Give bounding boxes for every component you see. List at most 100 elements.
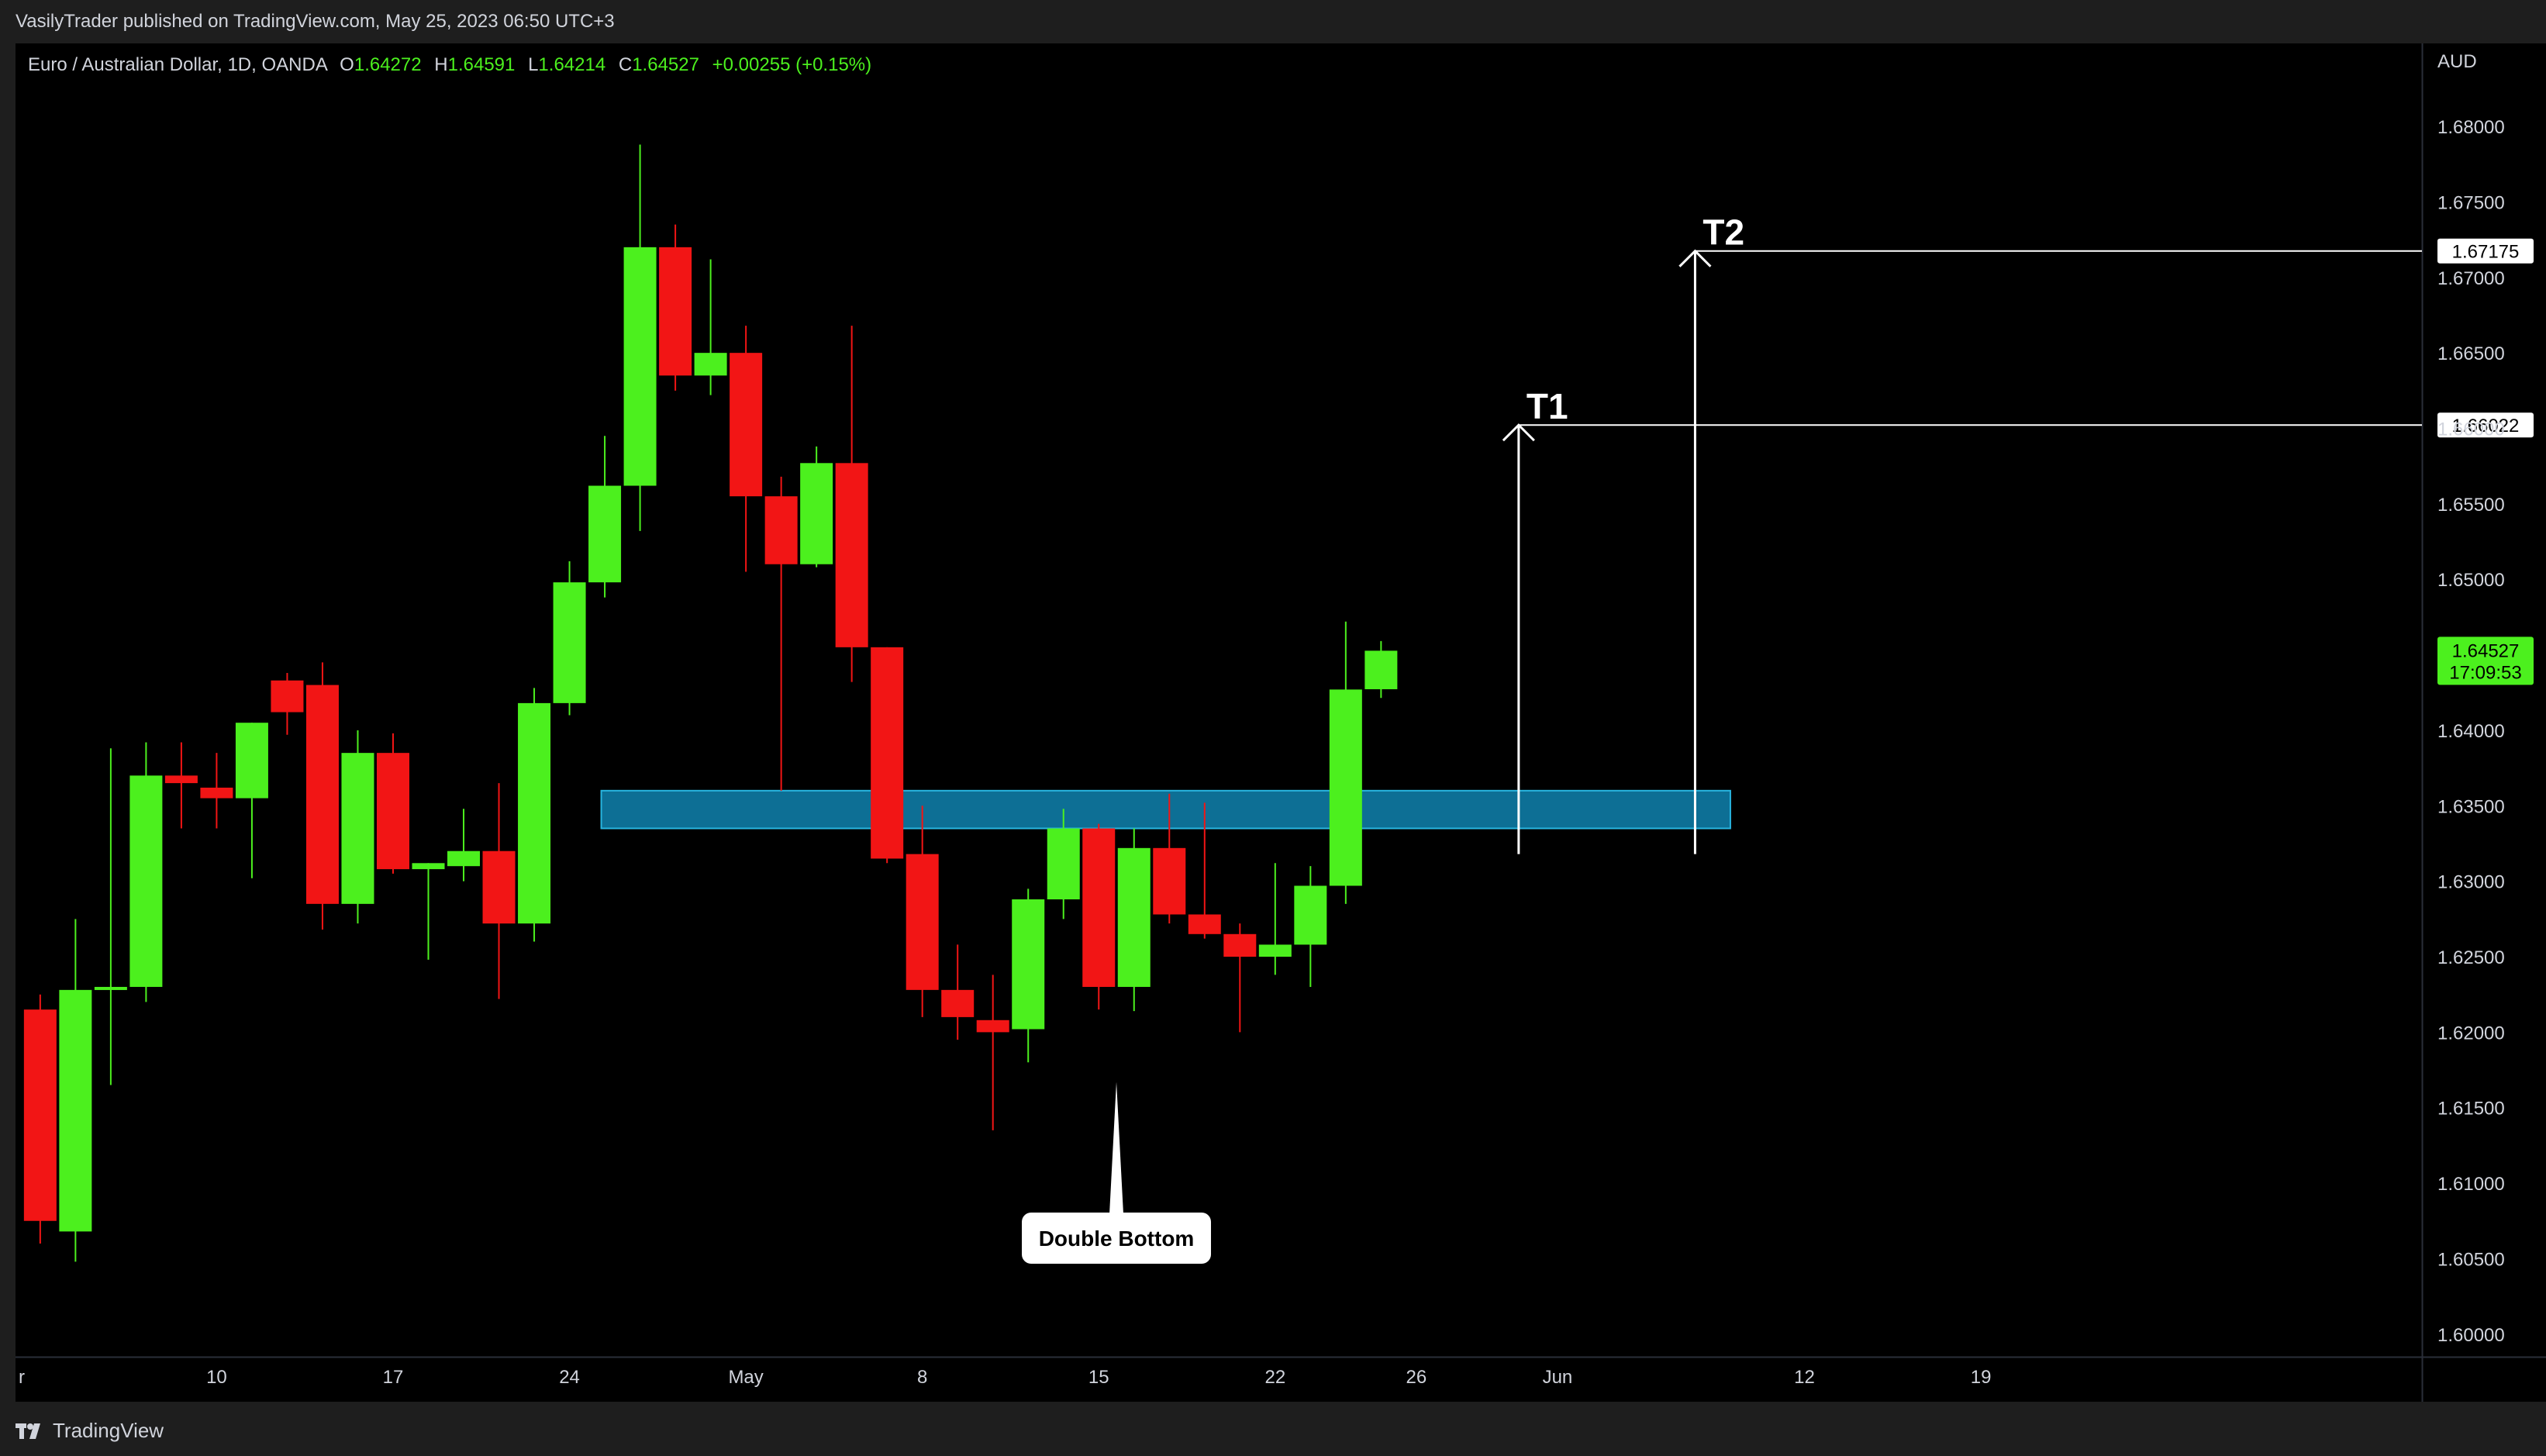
time-tick-label: 15 xyxy=(1088,1367,1109,1388)
price-tick-label: 1.64000 xyxy=(2437,721,2505,742)
candle[interactable] xyxy=(482,783,516,999)
candle-body xyxy=(376,753,409,870)
candle-body xyxy=(871,647,904,859)
candle[interactable] xyxy=(730,326,763,572)
candle[interactable] xyxy=(518,688,551,942)
symbol-legend: Euro / Australian Dollar, 1D, OANDA O1.6… xyxy=(28,54,871,76)
candle[interactable] xyxy=(1188,802,1221,939)
candle[interactable] xyxy=(553,561,586,716)
candle-body xyxy=(588,485,622,583)
candle-body xyxy=(1153,847,1186,915)
candle[interactable] xyxy=(94,748,127,1085)
candle-body xyxy=(1364,650,1398,689)
candle-body xyxy=(482,850,516,924)
price-tick-label: 1.61000 xyxy=(2437,1174,2505,1195)
price-tick-label: 1.62000 xyxy=(2437,1023,2505,1044)
candle[interactable] xyxy=(164,742,198,829)
time-tick-label: 26 xyxy=(1406,1367,1427,1388)
candle[interactable] xyxy=(1047,809,1080,919)
price-tick-label: 1.60500 xyxy=(2437,1249,2505,1270)
time-tick-label: r xyxy=(19,1367,25,1388)
price-tick-label: 1.66500 xyxy=(2437,343,2505,364)
candle[interactable] xyxy=(23,994,57,1244)
candle-body xyxy=(1082,828,1116,987)
candle-body xyxy=(694,353,727,376)
candle-body xyxy=(1047,828,1080,900)
time-tick-label: 10 xyxy=(206,1367,227,1388)
candle[interactable] xyxy=(412,863,445,960)
price-tick-label: 1.65000 xyxy=(2437,570,2505,591)
candle[interactable] xyxy=(200,753,233,829)
candle[interactable] xyxy=(1153,793,1186,924)
low-label: L xyxy=(528,54,539,75)
candle[interactable] xyxy=(235,723,268,878)
price-tick-label: 1.63000 xyxy=(2437,872,2505,893)
candle-body xyxy=(341,753,374,904)
price-tick-label: 1.68000 xyxy=(2437,117,2505,138)
candle[interactable] xyxy=(1223,923,1257,1033)
candle[interactable] xyxy=(623,144,657,531)
price-tick-label: 1.62500 xyxy=(2437,947,2505,968)
candle[interactable] xyxy=(271,672,304,735)
candle-body xyxy=(1258,944,1292,957)
callout-pointer xyxy=(1109,1082,1124,1214)
target-label: T1 xyxy=(1527,386,1568,426)
candle[interactable] xyxy=(129,742,163,1002)
candle-body xyxy=(835,463,868,647)
candle-body xyxy=(447,850,481,867)
time-tick-label: Jun xyxy=(1543,1367,1573,1388)
candle-body xyxy=(200,787,233,799)
time-tick-label: 24 xyxy=(559,1367,580,1388)
candle[interactable] xyxy=(376,733,409,874)
candle[interactable] xyxy=(59,919,92,1262)
candle[interactable] xyxy=(906,806,939,1017)
candle-body xyxy=(1117,847,1151,987)
candle-body xyxy=(659,247,692,376)
demand-zone xyxy=(600,789,1731,830)
candlestick-chart[interactable]: T1 1.66022 T2 1.67175 1.60000 1.60500 1.61000 1… xyxy=(16,43,2546,1402)
chart-panel[interactable]: T1 1.66022 T2 1.67175 1.60000 1.60500 1.61000 1… xyxy=(16,43,2546,1402)
candle[interactable] xyxy=(694,259,727,395)
candle-body xyxy=(941,989,975,1017)
close-value: 1.64527 xyxy=(632,54,699,75)
candle-body xyxy=(305,685,339,904)
time-tick-label: 19 xyxy=(1971,1367,1992,1388)
candle[interactable] xyxy=(1117,828,1151,1012)
candle[interactable] xyxy=(976,975,1009,1130)
price-tick-label: 1.61500 xyxy=(2437,1099,2505,1120)
candle[interactable] xyxy=(447,809,481,882)
candle[interactable] xyxy=(588,436,622,598)
candle[interactable] xyxy=(1294,866,1327,987)
candle[interactable] xyxy=(1364,640,1398,699)
candle[interactable] xyxy=(659,224,692,391)
symbol-title: Euro / Australian Dollar, 1D, OANDA xyxy=(28,54,327,75)
tradingview-brand[interactable]: TradingView xyxy=(16,1419,164,1443)
candle[interactable] xyxy=(305,662,339,930)
callout-label: Double Bottom xyxy=(1039,1227,1195,1251)
candle[interactable] xyxy=(941,944,975,1040)
candle[interactable] xyxy=(1082,823,1116,1010)
price-axis-panel xyxy=(2422,43,2546,1402)
candle-body xyxy=(164,775,198,784)
candle-body xyxy=(1294,885,1327,945)
price-tick-label: 1.66000 xyxy=(2437,419,2505,440)
candle-body xyxy=(906,854,939,990)
candle-body xyxy=(518,702,551,924)
candle-body xyxy=(800,463,833,564)
candle[interactable] xyxy=(341,730,374,924)
candle[interactable] xyxy=(800,446,833,568)
candle-body xyxy=(976,1020,1009,1033)
time-tick-label: May xyxy=(728,1367,763,1388)
candle[interactable] xyxy=(1012,888,1045,1063)
candle[interactable] xyxy=(1329,621,1362,904)
last-price-tag xyxy=(2437,637,2534,685)
candle-body xyxy=(730,353,763,497)
price-tick-label: 1.60000 xyxy=(2437,1325,2505,1346)
footer-bar: TradingView xyxy=(0,1402,2546,1456)
candle[interactable] xyxy=(1258,863,1292,975)
candle[interactable] xyxy=(835,326,868,682)
candle[interactable] xyxy=(764,476,798,791)
close-label: C xyxy=(618,54,633,75)
candle[interactable] xyxy=(871,647,904,864)
target-price-tag xyxy=(2437,238,2534,264)
